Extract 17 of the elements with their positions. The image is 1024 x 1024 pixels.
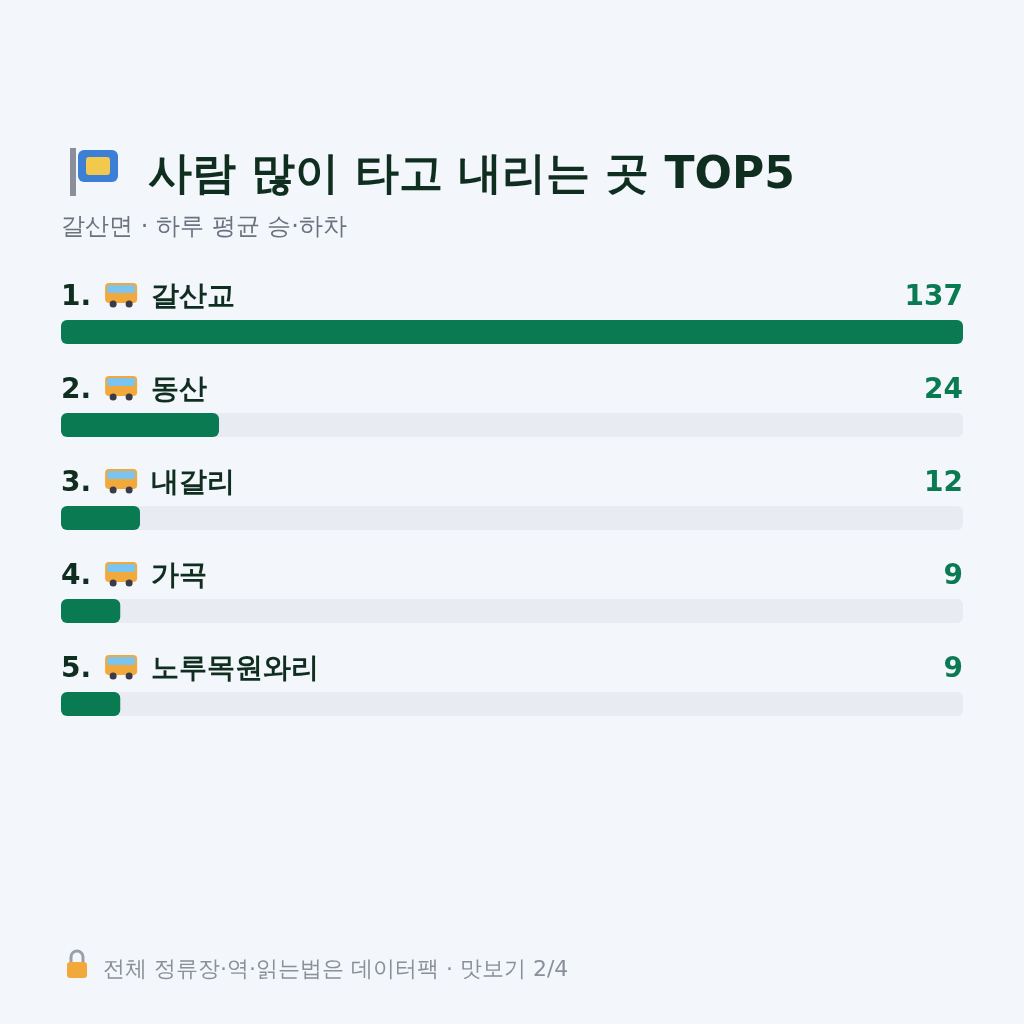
- data-label: 9: [943, 558, 963, 591]
- data-label: 12: [924, 465, 963, 498]
- bar: [61, 413, 220, 437]
- category-label: 4. 가곡: [61, 558, 208, 591]
- category-label: 5. 노루목원와리: [61, 651, 320, 684]
- chart-subtitle: 갈산면 · 하루 평균 승·하차: [61, 212, 347, 240]
- category-label: 2. 동산: [61, 372, 208, 405]
- bar: [61, 692, 121, 716]
- category-label: 3. 내갈리: [61, 465, 236, 498]
- data-label: 24: [924, 372, 963, 405]
- chart-title: 사람 많이 타고 내리는 곳 TOP5: [148, 147, 795, 198]
- category-label: 1. 갈산교: [61, 279, 236, 312]
- bar: [61, 599, 121, 623]
- data-label: 137: [904, 279, 963, 312]
- data-label: 9: [943, 651, 963, 684]
- bar: [61, 506, 141, 530]
- text: 전체 정류장·역·읽는법은 데이터팩 · 맛보기 2/4: [103, 956, 569, 981]
